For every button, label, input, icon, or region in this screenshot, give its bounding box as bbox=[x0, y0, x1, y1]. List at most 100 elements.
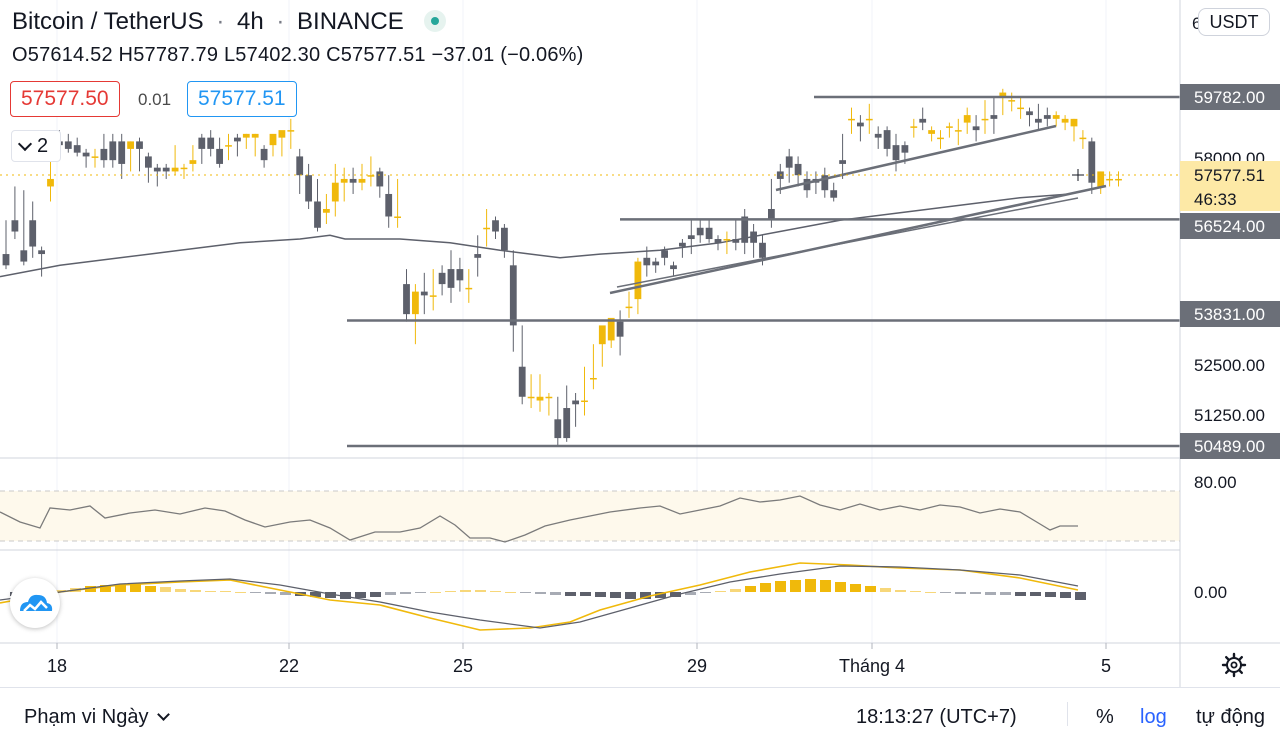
macd-histogram-bar bbox=[895, 590, 906, 592]
candle-body bbox=[857, 122, 864, 127]
candle-body bbox=[874, 133, 882, 138]
candle-body bbox=[305, 175, 312, 202]
symbol-name[interactable]: Bitcoin / TetherUS bbox=[12, 8, 204, 35]
macd-histogram-bar bbox=[865, 586, 876, 592]
candle-body bbox=[892, 145, 900, 161]
candle-body bbox=[848, 118, 855, 121]
currency-button[interactable]: USDT bbox=[1198, 8, 1270, 36]
interval[interactable]: 4h bbox=[237, 8, 264, 35]
macd-histogram-bar bbox=[220, 591, 231, 592]
candle-body bbox=[109, 141, 117, 161]
macd-histogram-bar bbox=[820, 580, 831, 592]
level-price-label: 53831.00 bbox=[1194, 305, 1265, 324]
candle-body bbox=[572, 400, 579, 405]
candle-body bbox=[1026, 111, 1033, 116]
candle-body bbox=[661, 250, 668, 258]
candle-body bbox=[234, 137, 241, 142]
candle-body bbox=[616, 321, 624, 337]
candles-layer bbox=[2, 88, 1122, 446]
macd-histogram-bar bbox=[925, 592, 936, 593]
candle-body bbox=[118, 141, 126, 164]
log-scale-toggle[interactable]: log bbox=[1140, 706, 1167, 728]
macd-histogram-bar bbox=[910, 591, 921, 592]
macd-histogram-bar bbox=[130, 584, 141, 592]
date-range-dropdown[interactable]: Phạm vi Ngày bbox=[24, 706, 170, 729]
macd-histogram-bar bbox=[1060, 592, 1071, 598]
candle-body bbox=[73, 145, 81, 153]
candle-body bbox=[509, 265, 517, 326]
level-price-tag bbox=[1180, 301, 1280, 327]
macd-histogram-bar bbox=[205, 591, 216, 592]
macd-histogram-bar bbox=[460, 590, 471, 592]
macd-histogram-bar bbox=[250, 592, 261, 593]
tradingview-logo-icon[interactable] bbox=[10, 578, 60, 628]
market-status-icon[interactable] bbox=[424, 9, 447, 32]
chart-area[interactable]: 58000.0052500.0051250.00659782.0056524.0… bbox=[0, 0, 1280, 690]
indicators-toggle-button[interactable]: 2 bbox=[11, 130, 61, 162]
candle-body bbox=[910, 126, 918, 128]
macd-histogram-bar bbox=[400, 592, 411, 594]
macd-histogram-bar bbox=[1030, 592, 1041, 596]
macd-histogram-bar bbox=[355, 592, 366, 598]
macd-histogram-bar bbox=[880, 588, 891, 592]
macd-histogram-bar bbox=[805, 579, 816, 592]
candle-body bbox=[821, 175, 829, 191]
bottom-toolbar: Phạm vi Ngày 18:13:27 (UTC+7) % log tự đ… bbox=[0, 687, 1280, 729]
candle-body bbox=[287, 130, 295, 132]
candle-body bbox=[483, 227, 490, 230]
macd-histogram-bar bbox=[835, 582, 846, 592]
candle-body bbox=[581, 400, 588, 403]
candle-body bbox=[803, 178, 811, 191]
level-price-tag bbox=[1180, 213, 1280, 239]
candle-body bbox=[171, 167, 179, 172]
current-price-tag bbox=[1180, 161, 1280, 211]
low-value: L57402.30 bbox=[223, 44, 321, 66]
candle-body bbox=[349, 178, 357, 183]
candle-body bbox=[919, 118, 927, 123]
candle-body bbox=[625, 306, 633, 309]
candle-body bbox=[1070, 118, 1078, 127]
candle-body bbox=[180, 167, 188, 170]
candle-body bbox=[794, 163, 802, 176]
price-tick-label: 52500.00 bbox=[1194, 356, 1265, 375]
macd-histogram-bar bbox=[160, 587, 171, 592]
candle-body bbox=[732, 239, 740, 243]
percent-scale-toggle[interactable]: % bbox=[1096, 706, 1114, 728]
candle-body bbox=[634, 261, 642, 300]
settings-gear-icon[interactable] bbox=[1221, 652, 1247, 678]
candle-body bbox=[963, 115, 971, 123]
candle-body bbox=[1061, 118, 1069, 123]
ohlc-values: O57614.52 H57787.79 L57402.30 C57577.51 … bbox=[12, 44, 584, 67]
macd-histogram-bar bbox=[790, 580, 801, 592]
rsi-line bbox=[0, 495, 1078, 543]
candle-body bbox=[198, 137, 206, 149]
macd-histogram-bar bbox=[520, 592, 531, 593]
macd-histogram-bar bbox=[430, 592, 441, 593]
candle-body bbox=[928, 130, 935, 134]
candle-body bbox=[883, 130, 891, 149]
candle-body bbox=[1088, 141, 1096, 183]
trendline-wedge bbox=[775, 124, 1057, 192]
candle-body bbox=[323, 208, 330, 213]
clock-timezone[interactable]: 18:13:27 (UTC+7) bbox=[856, 706, 1017, 728]
candle-body bbox=[785, 156, 793, 168]
candle-body bbox=[990, 115, 998, 119]
time-tick-label: 5 bbox=[1101, 656, 1111, 676]
open-value: O57614.52 bbox=[12, 44, 113, 66]
candle-body bbox=[1008, 100, 1016, 102]
candle-body bbox=[1115, 178, 1122, 181]
macd-histogram-bar bbox=[640, 592, 651, 599]
candle-body bbox=[145, 156, 152, 168]
time-tick-label: 22 bbox=[279, 656, 299, 676]
candle-body bbox=[225, 145, 232, 147]
change-value: −37.01 (−0.06%) bbox=[431, 44, 584, 66]
level-price-tag bbox=[1180, 433, 1280, 459]
sell-button[interactable]: 57577.50 bbox=[10, 81, 120, 117]
buy-button[interactable]: 57577.51 bbox=[187, 81, 297, 117]
candle-body bbox=[759, 242, 766, 258]
auto-scale-toggle[interactable]: tự động bbox=[1196, 706, 1265, 728]
level-price-label: 50489.00 bbox=[1194, 437, 1265, 456]
trendline-support bbox=[609, 184, 1107, 295]
candle-body bbox=[278, 130, 286, 138]
chart-header: Bitcoin / TetherUS · 4h · BINANCE bbox=[12, 8, 447, 36]
